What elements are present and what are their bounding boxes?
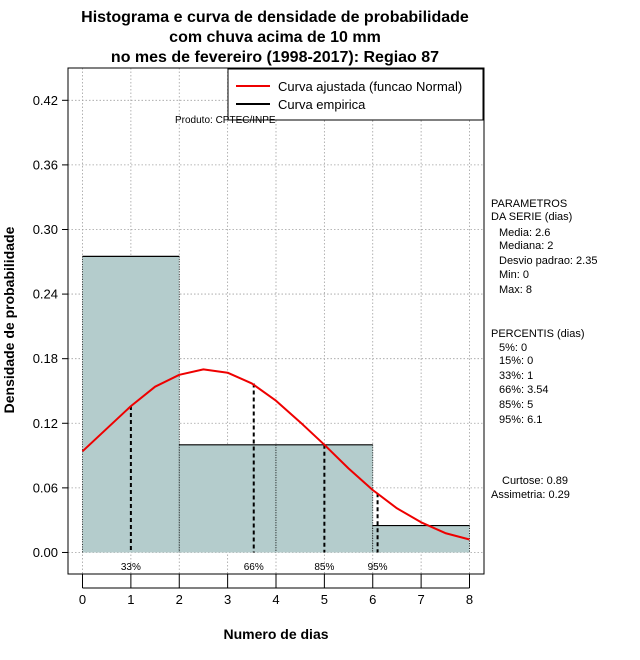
x-tick-label: 4	[272, 592, 279, 607]
x-axis: 0 1 2 3 4 5 6 7 8	[79, 574, 473, 607]
legend-empirical-label: Curva empirica	[278, 97, 366, 112]
x-tick-label: 5	[321, 592, 328, 607]
percentis-title: PERCENTIS (dias)	[491, 328, 585, 340]
legend-box	[227, 68, 484, 121]
y-axis-title: Densidade de probabilidade	[1, 226, 17, 413]
x-axis-title: Numero de dias	[223, 626, 328, 642]
parametro-item: Media: 2.6	[499, 227, 550, 239]
watermark-text: Produto: CPTEC/INPE	[175, 115, 276, 126]
y-tick-label: 0.00	[33, 545, 58, 560]
histogram-bar	[82, 256, 180, 553]
percentile-lines	[129, 383, 379, 553]
chart-title-line-1: Histograma e curva de densidade de proba…	[81, 9, 469, 26]
percentil-item: 95%: 6.1	[499, 414, 542, 426]
x-tick-label: 7	[417, 592, 424, 607]
y-tick-label: 0.36	[33, 157, 58, 172]
parametro-item: Min: 0	[499, 269, 529, 281]
y-tick-label: 0.06	[33, 480, 58, 495]
fitted-normal-curve	[81, 368, 470, 541]
parametros-title-2: DA SERIE (dias)	[491, 211, 572, 223]
percentil-item: 33%: 1	[499, 370, 533, 382]
y-tick-label: 0.24	[33, 287, 58, 302]
x-tick-label: 8	[466, 592, 473, 607]
curtose-text: Curtose: 0.89	[502, 475, 568, 487]
side-panel: PARAMETROS DA SERIE (dias) Media: 2.6 Me…	[491, 198, 597, 501]
parametro-item: Desvio padrao: 2.35	[499, 255, 597, 267]
x-tick-label: 0	[79, 592, 86, 607]
percentile-label: 95%	[368, 562, 388, 573]
parametro-item: Max: 8	[499, 284, 532, 296]
y-tick-label: 0.42	[33, 93, 58, 108]
percentile-label: 33%	[121, 562, 141, 573]
parametro-item: Mediana: 2	[499, 240, 553, 252]
percentile-label: 66%	[244, 562, 264, 573]
percentil-item: 66%: 3.54	[499, 384, 549, 396]
percentile-labels: 33% 66% 85% 95%	[121, 562, 388, 573]
histogram-bar	[372, 525, 470, 553]
y-axis: 0.00 0.06 0.12 0.18 0.24 0.30 0.36 0.42	[33, 93, 68, 560]
x-tick-label: 2	[176, 592, 183, 607]
legend: Curva ajustada (funcao Normal) Curva emp…	[227, 68, 484, 121]
y-tick-label: 0.12	[33, 416, 58, 431]
chart-title-line-2: com chuva acima de 10 mm	[169, 29, 381, 46]
percentile-label: 85%	[314, 562, 334, 573]
legend-fitted-label: Curva ajustada (funcao Normal)	[278, 79, 462, 94]
x-tick-label: 6	[369, 592, 376, 607]
histogram-bar	[179, 444, 276, 553]
percentil-item: 15%: 0	[499, 355, 533, 367]
x-tick-label: 3	[224, 592, 231, 607]
x-tick-label: 1	[127, 592, 134, 607]
parametros-title-1: PARAMETROS	[491, 198, 567, 210]
percentil-item: 5%: 0	[499, 342, 527, 354]
y-tick-label: 0.18	[33, 351, 58, 366]
y-tick-label: 0.30	[33, 222, 58, 237]
percentil-item: 85%: 5	[499, 399, 533, 411]
chart-title-line-3: no mes de fevereiro (1998-2017): Regiao …	[111, 49, 439, 66]
assimetria-text: Assimetria: 0.29	[491, 489, 570, 501]
curve-layer	[81, 368, 470, 541]
